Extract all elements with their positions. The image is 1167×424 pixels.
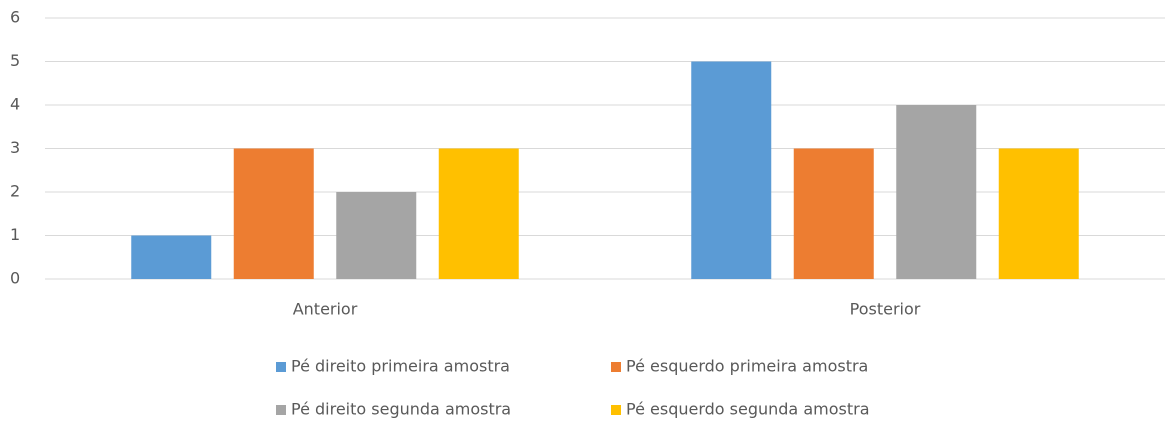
bar [336, 192, 417, 279]
legend-swatch [276, 362, 286, 372]
bar [233, 148, 314, 279]
legend-swatch [276, 405, 286, 415]
bar [998, 148, 1079, 279]
bar [131, 235, 212, 279]
legend-label: Pé direito primeira amostra [291, 357, 510, 376]
legend-swatch [611, 405, 621, 415]
x-tick-label: Anterior [293, 300, 358, 319]
x-tick-label: Posterior [850, 300, 921, 319]
bar [896, 105, 977, 279]
bar [438, 148, 519, 279]
bar [793, 148, 874, 279]
y-tick-label: 1 [10, 225, 20, 244]
legend-label: Pé esquerdo primeira amostra [626, 357, 868, 376]
legend-swatch [611, 362, 621, 372]
y-tick-label: 0 [10, 269, 20, 288]
y-tick-label: 2 [10, 182, 20, 201]
y-tick-label: 3 [10, 138, 20, 157]
y-tick-label: 4 [10, 95, 20, 114]
y-tick-label: 6 [10, 8, 20, 27]
legend-label: Pé direito segunda amostra [291, 400, 511, 419]
bar [691, 61, 772, 279]
legend-label: Pé esquerdo segunda amostra [626, 400, 870, 419]
y-tick-label: 5 [10, 51, 20, 70]
